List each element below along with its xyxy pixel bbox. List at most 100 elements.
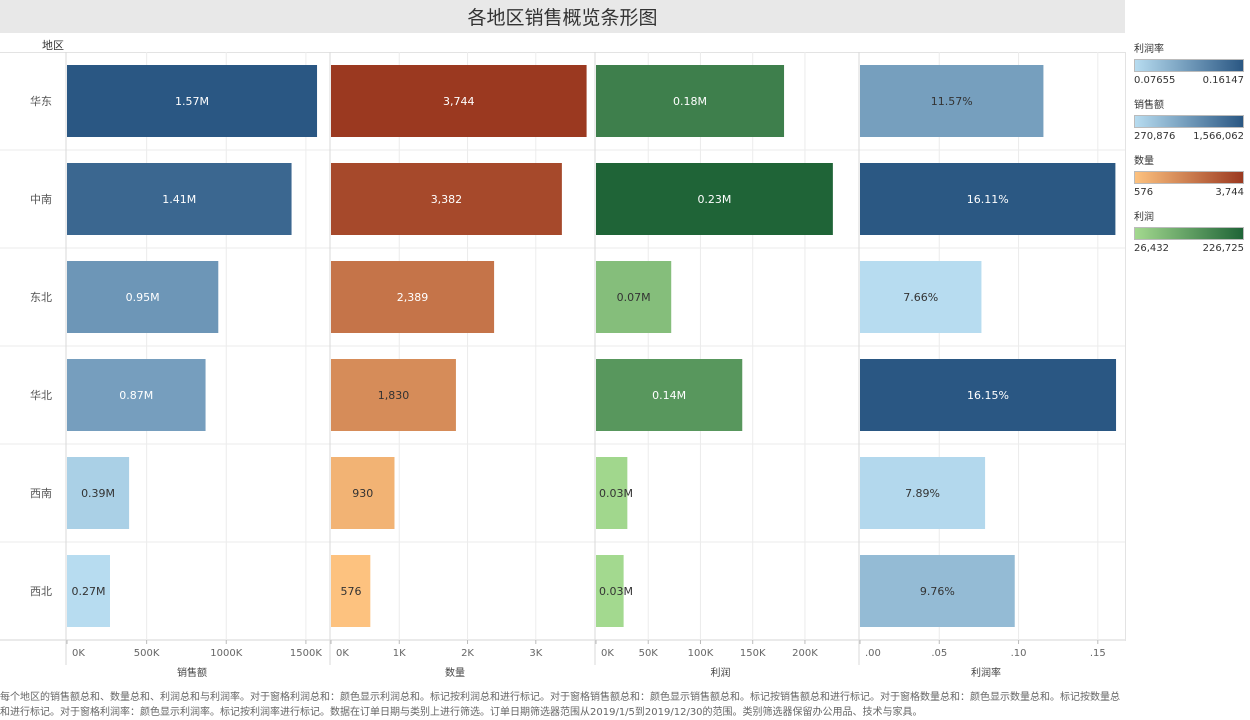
legend-max: 226,725 xyxy=(1202,243,1244,254)
legend-range: 0.07655 0.16147 xyxy=(1134,75,1244,86)
tick-label: 2K xyxy=(461,648,474,659)
legend-title: 利润 xyxy=(1134,212,1154,223)
tick-label: .05 xyxy=(931,648,947,659)
legend-min: 270,876 xyxy=(1134,131,1176,142)
data-label: 0.18M xyxy=(673,95,707,108)
legend-gradient xyxy=(1134,59,1244,72)
legend-range: 26,432 226,725 xyxy=(1134,243,1244,254)
legend-max: 0.16147 xyxy=(1202,75,1244,86)
data-label: 9.76% xyxy=(920,585,955,598)
category-label: 西北 xyxy=(30,585,52,598)
color-legend: 利润 26,432 226,725 xyxy=(1134,208,1250,254)
bar xyxy=(331,457,395,529)
axis-title: 利润 xyxy=(711,666,731,679)
footer-caption: 每个地区的销售额总和、数量总和、利润总和与利润率。对于窗格利润总和：颜色显示利润… xyxy=(0,692,1120,718)
tick-label: .15 xyxy=(1090,648,1106,659)
data-label: 1,830 xyxy=(378,389,410,402)
category-label: 华北 xyxy=(30,388,52,402)
tick-label: 0K xyxy=(72,648,85,659)
data-label: 0.14M xyxy=(652,389,686,402)
data-label: 16.15% xyxy=(967,389,1009,402)
bar xyxy=(67,65,318,137)
data-label: 930 xyxy=(352,487,373,500)
bar xyxy=(596,457,628,529)
bar xyxy=(860,457,986,529)
bar xyxy=(67,555,110,627)
axis-title: 利润率 xyxy=(971,666,1001,679)
data-label: 0.03M xyxy=(599,585,633,598)
legend-max: 3,744 xyxy=(1215,187,1244,198)
tick-label: 50K xyxy=(639,648,659,659)
category-label: 中南 xyxy=(30,193,52,206)
bar xyxy=(331,65,587,137)
legend-min: 0.07655 xyxy=(1134,75,1176,86)
data-label: 7.89% xyxy=(905,487,940,500)
tick-label: .00 xyxy=(865,648,881,659)
tick-label: 100K xyxy=(688,648,714,659)
bar xyxy=(67,163,292,235)
data-label: 11.57% xyxy=(931,95,973,108)
legend-range: 270,876 1,566,062 xyxy=(1134,131,1244,142)
bar xyxy=(67,457,130,529)
legend-min: 26,432 xyxy=(1134,243,1169,254)
legend-title: 利润率 xyxy=(1134,44,1164,55)
category-label: 东北 xyxy=(30,291,52,304)
bar xyxy=(860,163,1116,235)
tick-label: 0K xyxy=(336,648,349,659)
chart-title: 各地区销售概览条形图 xyxy=(467,7,658,29)
data-label: 7.66% xyxy=(903,291,938,304)
data-label: 0.23M xyxy=(697,193,731,206)
bar xyxy=(596,555,624,627)
data-label: 3,382 xyxy=(431,193,463,206)
chart-frame xyxy=(0,52,1126,641)
bar xyxy=(860,65,1044,137)
data-label: 1.41M xyxy=(162,193,196,206)
color-legend: 利润率 0.07655 0.16147 xyxy=(1134,40,1250,86)
color-legend: 销售额 270,876 1,566,062 xyxy=(1134,96,1250,142)
bar xyxy=(67,359,206,431)
bar xyxy=(596,65,785,137)
data-label: 576 xyxy=(341,585,362,598)
bar xyxy=(596,261,672,333)
bar xyxy=(596,359,743,431)
bar xyxy=(860,555,1015,627)
row-header: 地区 xyxy=(42,39,64,52)
data-label: 0.95M xyxy=(126,291,160,304)
axis-title: 销售额 xyxy=(177,666,207,679)
legend-max: 1,566,062 xyxy=(1193,131,1244,142)
tick-label: 0K xyxy=(601,648,614,659)
bar xyxy=(67,261,219,333)
tick-label: 500K xyxy=(134,648,160,659)
legend-title: 数量 xyxy=(1134,156,1154,167)
data-label: 0.39M xyxy=(81,487,115,500)
tick-label: 1000K xyxy=(210,648,242,659)
tick-label: 150K xyxy=(740,648,766,659)
tick-label: .10 xyxy=(1011,648,1027,659)
legend-range: 576 3,744 xyxy=(1134,187,1244,198)
bar xyxy=(860,261,982,333)
legend-gradient xyxy=(1134,115,1244,128)
category-label: 华东 xyxy=(30,94,52,108)
data-label: 0.07M xyxy=(617,291,651,304)
bar xyxy=(860,359,1117,431)
data-label: 1.57M xyxy=(175,95,209,108)
tick-label: 1K xyxy=(393,648,406,659)
bar xyxy=(331,359,456,431)
legend-title: 销售额 xyxy=(1134,100,1164,111)
bar xyxy=(331,555,371,627)
data-label: 3,744 xyxy=(443,95,475,108)
data-label: 0.03M xyxy=(599,487,633,500)
tick-label: 1500K xyxy=(290,648,322,659)
tick-label: 200K xyxy=(792,648,818,659)
chart-title-bar: 各地区销售概览条形图 xyxy=(0,0,1125,33)
legend-min: 576 xyxy=(1134,187,1154,198)
bar xyxy=(331,261,495,333)
bar xyxy=(596,163,833,235)
data-label: 2,389 xyxy=(397,291,429,304)
legend-gradient xyxy=(1134,227,1244,240)
data-label: 16.11% xyxy=(967,193,1009,206)
data-label: 0.87M xyxy=(119,389,153,402)
bar xyxy=(331,163,562,235)
category-label: 西南 xyxy=(30,487,52,500)
